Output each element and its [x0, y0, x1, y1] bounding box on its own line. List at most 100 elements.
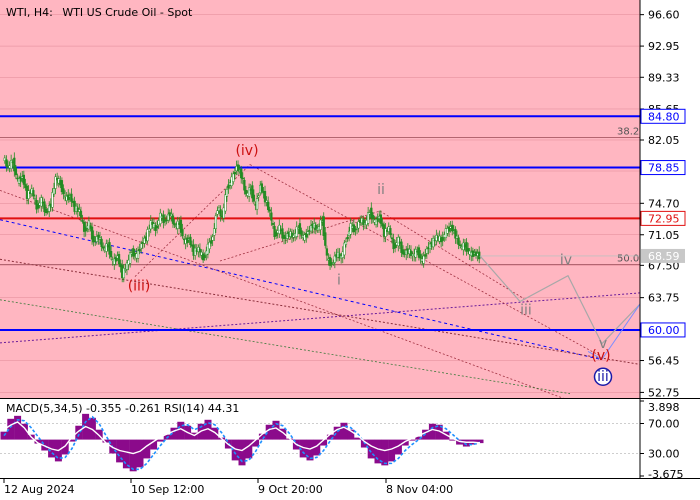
- level-tag-label: 60.00: [648, 324, 680, 337]
- level-tag-label: 72.95: [648, 212, 680, 225]
- candle-body: [100, 238, 103, 248]
- trend-line: [249, 164, 601, 357]
- candle-body: [219, 209, 222, 217]
- macd-bar: [299, 439, 307, 458]
- candle-body: [214, 215, 217, 229]
- macd-bar: [143, 439, 151, 459]
- indicator-tick-label: 3.898: [648, 401, 680, 414]
- price-tick-label: 89.33: [648, 71, 680, 84]
- candle-body: [417, 247, 421, 258]
- candle-body: [19, 176, 22, 182]
- macd-bar: [170, 427, 178, 440]
- candle-body: [48, 205, 51, 212]
- macd-bar: [129, 439, 137, 472]
- trend-line: [0, 258, 641, 365]
- macd-bar: [354, 437, 362, 440]
- candle-body: [146, 229, 149, 242]
- macd-bar: [401, 439, 409, 446]
- candle-body: [333, 255, 336, 263]
- current-price-label: 68.59: [648, 250, 680, 263]
- candle-body: [108, 242, 111, 255]
- candle-body: [243, 179, 246, 191]
- indicator-tick-label: -3.675: [648, 468, 683, 481]
- macd-bar: [204, 419, 212, 440]
- candle-body: [78, 209, 81, 212]
- candle-body: [414, 249, 417, 258]
- candle-body: [425, 248, 428, 254]
- candle-body: [13, 157, 16, 172]
- candle-body: [52, 188, 56, 195]
- macd-bar: [75, 425, 83, 440]
- level-tag: [640, 210, 686, 226]
- macd-bar: [374, 439, 382, 464]
- candle-body: [441, 236, 444, 241]
- candle-body: [222, 207, 225, 219]
- candle-body: [213, 228, 216, 236]
- candle-body: [270, 212, 273, 221]
- candle-body: [244, 189, 248, 195]
- candle-body: [447, 226, 451, 232]
- price-tick-label: 92.95: [648, 40, 680, 53]
- candle-body: [273, 225, 276, 237]
- fibonacci-label: 50.0: [617, 253, 639, 264]
- candle-body: [227, 184, 230, 189]
- candle-body: [374, 219, 378, 225]
- price-tick-label: 82.05: [648, 134, 680, 147]
- candle-body: [27, 190, 30, 199]
- macd-bar: [136, 439, 144, 468]
- candle-body: [67, 194, 70, 201]
- price-tick-label: 71.05: [648, 229, 680, 242]
- candle-body: [189, 236, 192, 246]
- candle-body: [211, 236, 214, 241]
- macd-bar: [41, 439, 49, 451]
- macd-bar: [381, 439, 389, 466]
- macd-bar: [177, 421, 185, 440]
- candle-body: [328, 257, 332, 266]
- candle-body: [257, 195, 260, 198]
- candle-body: [60, 180, 64, 193]
- candle-body: [208, 241, 211, 250]
- candle-body: [43, 201, 46, 213]
- macd-bar: [313, 439, 321, 456]
- level-tag: [640, 160, 686, 176]
- indicator-plot-background: [0, 399, 640, 478]
- candle-body: [298, 223, 302, 234]
- candle-body: [125, 262, 129, 270]
- candle-body: [393, 243, 397, 249]
- candle-body: [171, 215, 175, 224]
- candle-body: [181, 229, 184, 237]
- candle-body: [225, 189, 229, 197]
- candle-body: [132, 248, 135, 257]
- macd-bar: [252, 439, 260, 447]
- candle-body: [117, 254, 121, 264]
- time-tick-label: 9 Oct 20:00: [258, 483, 323, 496]
- macd-bar: [326, 434, 334, 440]
- candle-body: [397, 236, 400, 246]
- candle-body: [102, 246, 105, 249]
- candle-body: [454, 228, 457, 239]
- time-tick-label: 10 Sep 12:00: [131, 483, 204, 496]
- candle-body: [459, 244, 462, 247]
- macd-bar: [211, 427, 219, 440]
- candle-body: [155, 225, 159, 229]
- macd-signal-line: [3, 415, 481, 471]
- candle-body: [465, 242, 468, 252]
- wave-projection-path: [479, 255, 641, 360]
- wave-label: i: [337, 272, 341, 288]
- candle-body: [51, 192, 54, 208]
- candle-body: [122, 268, 125, 279]
- candle-body: [232, 173, 235, 182]
- candle-body: [349, 223, 352, 235]
- candle-body: [357, 221, 360, 229]
- candle-body: [90, 226, 94, 240]
- indicator-tick-label: 70.00: [648, 418, 680, 431]
- macd-bar: [258, 433, 266, 440]
- candle-body: [324, 232, 327, 246]
- candle-body: [240, 168, 243, 179]
- candle-body: [98, 237, 102, 240]
- trend-line: [379, 210, 531, 303]
- wave-label: iii: [520, 302, 532, 318]
- wave-label: v: [599, 336, 607, 352]
- candle-body: [179, 219, 183, 233]
